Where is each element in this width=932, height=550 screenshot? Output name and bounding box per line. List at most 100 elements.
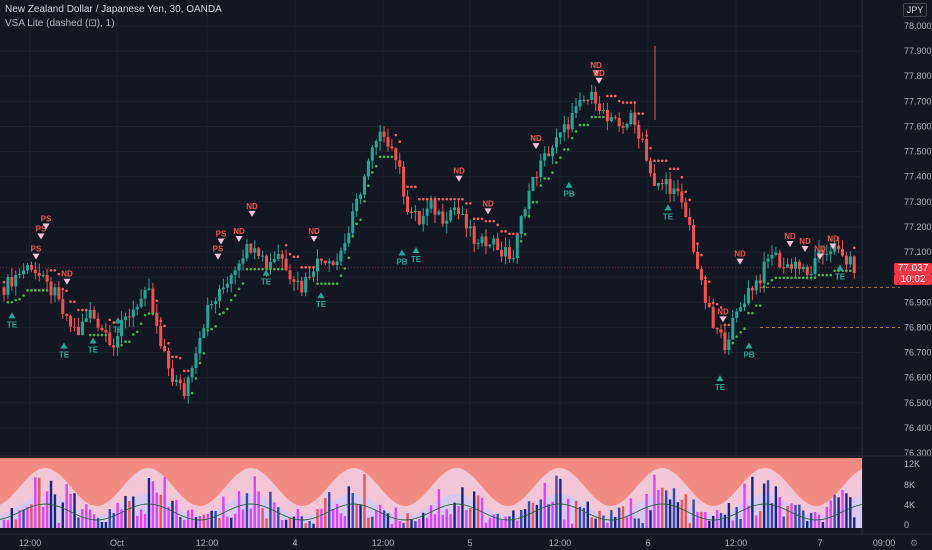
candle-body xyxy=(441,211,445,224)
volume-bar xyxy=(378,504,382,528)
chart-settings-icon[interactable]: ⚙ xyxy=(909,538,919,548)
candle-body xyxy=(731,317,735,340)
volume-bar xyxy=(520,509,523,528)
volume-bar xyxy=(535,504,539,528)
candle-body xyxy=(754,280,758,291)
volume-bar xyxy=(523,509,527,528)
candle-body xyxy=(829,251,833,254)
signal-label: ND xyxy=(590,61,602,70)
vsa-dot xyxy=(672,167,676,171)
volume-bar xyxy=(614,517,617,528)
vsa-dot xyxy=(711,301,715,305)
vsa-dot xyxy=(805,276,809,280)
candle-body xyxy=(49,281,53,296)
candle-body xyxy=(225,283,229,288)
vsa-dot xyxy=(382,155,386,159)
price-tick-label: 77.900 xyxy=(904,46,932,56)
vsa-dot xyxy=(664,159,668,163)
vsa-dot xyxy=(457,197,460,201)
signal-label: ND xyxy=(799,237,811,246)
time-tick-label: 12:00 xyxy=(196,538,219,548)
volume-bar xyxy=(802,510,805,528)
signal-label: ND xyxy=(814,245,826,254)
vsa-dot xyxy=(284,243,288,247)
vsa-dot xyxy=(594,115,597,119)
vsa-dot xyxy=(465,202,468,205)
candle-body xyxy=(233,270,237,276)
price-axis[interactable]: 78.000 77.900 77.800 77.700 77.600 77.500 77.4… xyxy=(904,21,932,458)
volume-bar xyxy=(363,474,366,528)
signal-label: TE xyxy=(663,212,674,221)
candle-body xyxy=(425,208,429,216)
currency-label[interactable]: JPY xyxy=(903,3,927,17)
symbol-legend[interactable]: New Zealand Dollar / Japanese Yen, 30, O… xyxy=(5,4,222,15)
candle-body xyxy=(523,209,527,217)
indicator-legend[interactable]: VSA Lite (dashed (⊡), 1) xyxy=(5,18,115,29)
vsa-dot xyxy=(653,159,656,163)
vsa-dot xyxy=(453,197,456,201)
candle-body xyxy=(14,275,18,287)
vsa-dot xyxy=(69,300,72,303)
vsa-dot xyxy=(680,175,684,179)
signal-arrow-up xyxy=(262,269,270,276)
vsa-dot xyxy=(347,256,351,260)
volume-bar xyxy=(351,492,354,528)
vsa-dot xyxy=(660,159,664,163)
vsa-dot xyxy=(77,308,80,312)
candle-body xyxy=(127,316,131,318)
vsa-dot xyxy=(555,161,558,164)
vsa-dot xyxy=(539,184,543,187)
volume-bar xyxy=(406,513,409,528)
candle-body xyxy=(629,112,633,124)
signal-arrow-down xyxy=(248,210,256,217)
vsa-dot xyxy=(6,300,10,304)
signal-arrow-down xyxy=(235,236,243,243)
vsa-dot xyxy=(343,267,347,270)
volume-bar xyxy=(18,510,21,528)
volume-bar xyxy=(457,505,460,528)
signal-label: TE xyxy=(59,350,70,359)
vsa-dot xyxy=(398,140,402,144)
candle-body xyxy=(472,226,476,244)
volume-bar xyxy=(100,522,104,528)
volume-bar xyxy=(245,493,249,528)
candle-body xyxy=(735,311,739,318)
signal-label: PS xyxy=(213,245,224,254)
candle-body xyxy=(167,351,171,369)
vsa-dot xyxy=(504,230,507,233)
volume-bar xyxy=(116,502,119,528)
signal-arrow-down xyxy=(310,236,318,243)
vsa-dot xyxy=(34,289,37,292)
candle-body xyxy=(660,183,664,185)
vsa-dot xyxy=(523,232,527,236)
vsa-dot xyxy=(363,200,366,203)
vsa-dot xyxy=(229,298,233,302)
vsa-dot xyxy=(574,130,578,133)
candle-body xyxy=(848,256,852,265)
candle-body xyxy=(793,261,797,269)
signal-label: ND xyxy=(593,69,605,78)
candles xyxy=(2,46,856,404)
volume-bar xyxy=(335,503,339,528)
volume-bar xyxy=(586,501,590,528)
candle-body xyxy=(143,290,147,299)
time-axis[interactable]: 12:00 Oct 12:00 4 12:00 5 12:00 6 12:00 7 09:00 xyxy=(19,538,896,548)
candle-body xyxy=(480,236,484,244)
signal-arrow-down xyxy=(63,278,71,285)
candle-body xyxy=(492,238,496,245)
vsa-dot xyxy=(758,304,762,307)
candle-body xyxy=(374,141,378,148)
vsa-dot xyxy=(233,294,237,297)
signal-label: ND xyxy=(784,232,796,241)
volume-bar xyxy=(92,514,96,528)
candle-body xyxy=(715,327,719,330)
vsa-dot xyxy=(531,200,535,204)
vsa-dot xyxy=(300,266,304,269)
candle-body xyxy=(108,332,112,345)
candle-body xyxy=(433,200,437,215)
candle-body xyxy=(421,215,425,225)
vsa-dot xyxy=(637,112,641,115)
volume-axis[interactable]: 12K 8K 4K 0 xyxy=(0,455,932,535)
signal-arrow-down xyxy=(595,77,603,84)
